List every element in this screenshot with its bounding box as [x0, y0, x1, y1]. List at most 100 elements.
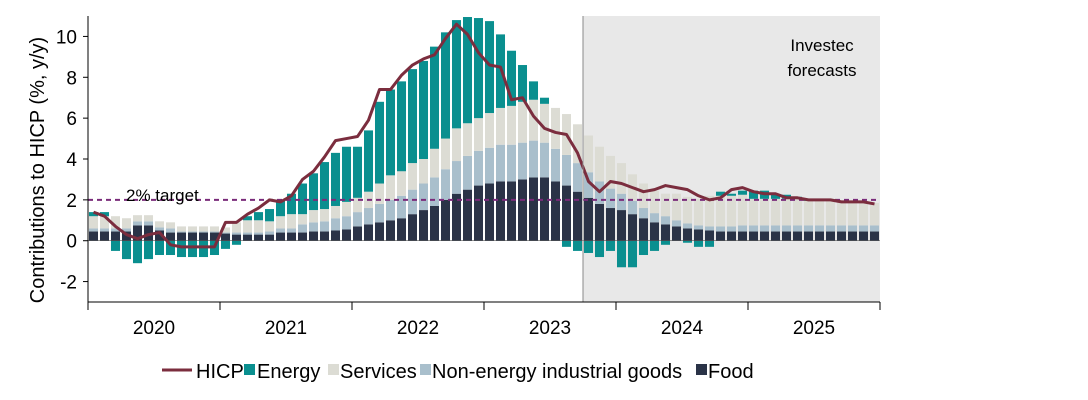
legend-label-food: Food — [708, 361, 754, 383]
bar-non-energy-industrial-goods — [451, 161, 462, 194]
bar-food — [198, 232, 209, 241]
bar-food — [649, 222, 660, 241]
bar-energy — [616, 240, 627, 268]
bar-services — [803, 200, 814, 226]
bar-services — [693, 198, 704, 226]
bar-non-energy-industrial-goods — [440, 169, 451, 200]
bar-energy — [627, 240, 638, 268]
bar-food — [506, 181, 517, 241]
bar-services — [869, 202, 880, 226]
bar-services — [341, 201, 352, 217]
bar-energy — [330, 152, 341, 206]
bar-non-energy-industrial-goods — [264, 231, 275, 235]
bar-services — [847, 202, 858, 226]
bar-non-energy-industrial-goods — [638, 208, 649, 219]
bar-food — [462, 189, 473, 241]
bar-food — [429, 205, 440, 241]
bar-services — [110, 216, 121, 229]
bar-services — [429, 148, 440, 178]
bar-food — [770, 231, 781, 241]
bar-non-energy-industrial-goods — [297, 224, 308, 233]
bar-energy — [352, 146, 363, 198]
bar-energy — [297, 183, 308, 215]
x-tick-label: 2024 — [661, 318, 704, 339]
bar-food — [286, 232, 297, 241]
bar-services — [814, 200, 825, 226]
bar-food — [110, 231, 121, 241]
bar-food — [737, 231, 748, 241]
forecast-shaded-region — [583, 16, 880, 302]
bar-services — [286, 214, 297, 229]
bar-services — [737, 194, 748, 226]
bar-food — [858, 231, 869, 241]
bar-non-energy-industrial-goods — [462, 155, 473, 190]
bar-energy — [286, 193, 297, 215]
bar-food — [561, 185, 572, 241]
bar-non-energy-industrial-goods — [836, 225, 847, 232]
bar-food — [814, 231, 825, 241]
bar-services — [319, 209, 330, 222]
legend-swatch-energy — [244, 364, 255, 375]
bar-services — [308, 210, 319, 223]
legend-label-energy: Energy — [257, 361, 320, 383]
bar-services — [374, 183, 385, 204]
bar-services — [748, 198, 759, 226]
bar-services — [407, 163, 418, 190]
bar-energy — [374, 101, 385, 184]
bar-energy — [253, 212, 264, 221]
bar-food — [693, 229, 704, 241]
bar-non-energy-industrial-goods — [165, 228, 176, 233]
bar-non-energy-industrial-goods — [319, 221, 330, 232]
bar-energy — [517, 65, 528, 102]
bar-services — [517, 101, 528, 143]
bar-food — [847, 231, 858, 241]
bar-energy — [770, 194, 781, 199]
bar-services — [99, 216, 110, 229]
bar-non-energy-industrial-goods — [847, 225, 858, 232]
bar-services — [605, 155, 616, 189]
bar-services — [121, 218, 132, 229]
bar-services — [671, 193, 682, 221]
bar-food — [319, 231, 330, 241]
bar-non-energy-industrial-goods — [572, 163, 583, 192]
bar-energy — [308, 173, 319, 211]
bar-food — [165, 232, 176, 241]
bar-food — [484, 183, 495, 241]
legend-swatch-services — [328, 364, 339, 375]
bar-food — [682, 228, 693, 241]
bar-food — [176, 232, 187, 241]
bar-non-energy-industrial-goods — [275, 228, 286, 233]
bar-non-energy-industrial-goods — [792, 225, 803, 232]
bar-energy — [638, 240, 649, 256]
bar-non-energy-industrial-goods — [330, 218, 341, 231]
x-tick-label: 2025 — [793, 318, 835, 339]
bar-non-energy-industrial-goods — [671, 220, 682, 227]
bar-services — [209, 226, 220, 232]
bar-food — [825, 231, 836, 241]
bar-services — [396, 171, 407, 196]
bar-food — [143, 225, 154, 241]
bar-non-energy-industrial-goods — [121, 228, 132, 232]
bar-food — [308, 231, 319, 241]
bar-food — [550, 181, 561, 241]
bar-energy — [693, 240, 704, 247]
bar-food — [396, 218, 407, 241]
bar-food — [528, 177, 539, 241]
bar-non-energy-industrial-goods — [506, 144, 517, 182]
bar-services — [220, 227, 231, 233]
bar-energy — [726, 193, 737, 196]
bar-non-energy-industrial-goods — [418, 183, 429, 211]
bar-food — [363, 224, 374, 241]
legend: HICP Energy Services Non-energy industri… — [162, 361, 754, 383]
y-tick-label: 2 — [66, 191, 77, 212]
bar-food — [748, 231, 759, 241]
bar-energy — [682, 240, 693, 243]
bar-non-energy-industrial-goods — [242, 232, 253, 235]
forecast-label-line2: forecasts — [788, 61, 857, 80]
bar-energy — [451, 20, 462, 129]
bar-services — [451, 128, 462, 162]
legend-label-non-energy-industrial-goods: Non-energy industrial goods — [432, 361, 682, 383]
bar-services — [572, 124, 583, 164]
bar-services — [539, 103, 550, 143]
